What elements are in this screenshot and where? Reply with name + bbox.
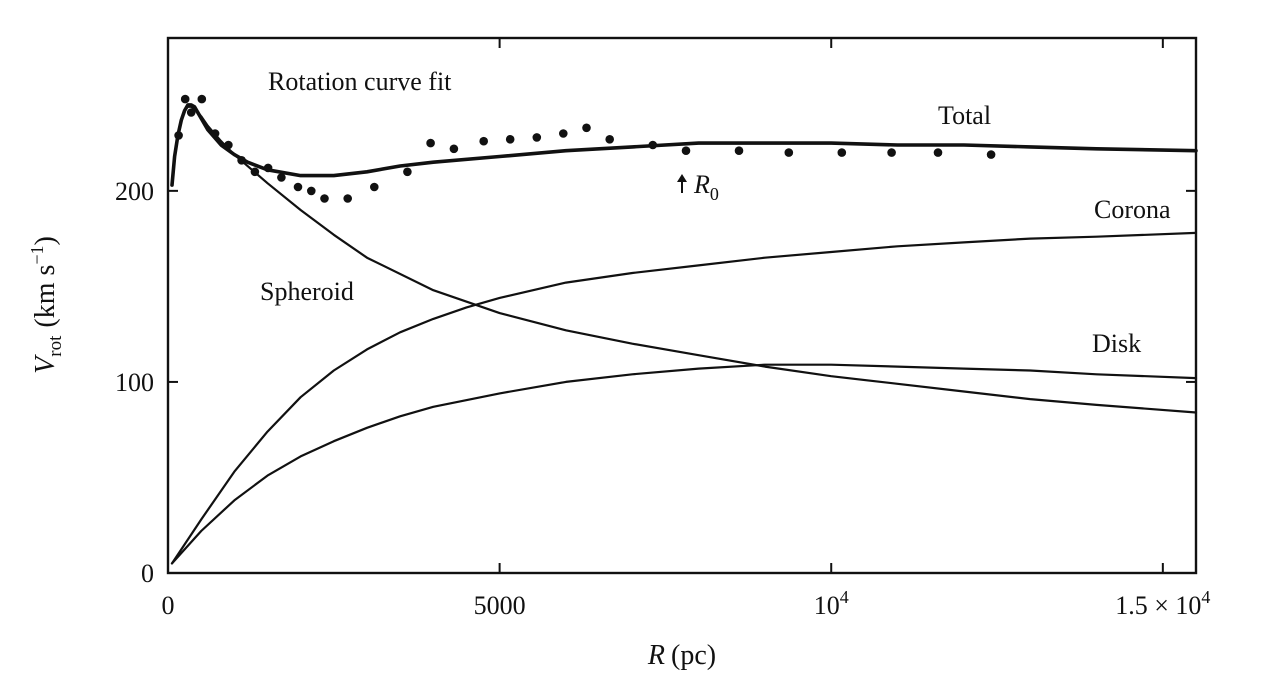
observed-point (237, 156, 246, 165)
x-tick-label: 1.5 × 104 (1115, 587, 1210, 620)
observed-point (293, 182, 303, 192)
y-tick-label: 0 (141, 559, 154, 588)
tick-group: 0 5000 104 1.5 × 104 0 100 200 (115, 38, 1210, 620)
observed-point (250, 167, 260, 177)
x-tick-label: 104 (814, 587, 849, 620)
series-line-total (170, 103, 1198, 187)
y-tick-label: 100 (115, 368, 154, 397)
observed-point (307, 186, 316, 196)
curve-group (170, 103, 1198, 565)
series-label-total: Total (938, 101, 991, 130)
observed-point (210, 129, 220, 138)
observed-point (837, 148, 847, 157)
observed-point (559, 129, 568, 138)
observed-points-group (174, 94, 996, 203)
chart-title: Rotation curve fit (268, 67, 452, 96)
observed-point (648, 140, 658, 150)
observed-point (320, 194, 329, 203)
observed-point (426, 138, 435, 148)
observed-point (263, 163, 273, 173)
series-line-spheroid (170, 105, 1198, 414)
x-axis-label: R (pc) (647, 640, 716, 671)
r0-arrow-head (677, 174, 687, 182)
observed-point (180, 94, 190, 104)
observed-point (681, 146, 691, 155)
observed-point (605, 135, 614, 144)
series-label-spheroid: Spheroid (260, 277, 354, 306)
observed-point (224, 140, 233, 150)
observed-point (505, 135, 515, 144)
observed-point (449, 144, 459, 154)
series-line-corona (170, 231, 1198, 565)
observed-point (582, 123, 591, 133)
observed-point (784, 148, 794, 157)
observed-point (933, 148, 943, 157)
y-axis-label: Vrot(km s−1) (27, 236, 66, 374)
y-tick-label: 200 (115, 177, 154, 206)
observed-point (277, 173, 286, 182)
plot-frame (166, 36, 1198, 575)
observed-point (370, 182, 379, 192)
observed-point (734, 146, 744, 155)
observed-point (986, 150, 996, 159)
observed-point (479, 136, 489, 146)
observed-point (174, 131, 183, 140)
observed-point (197, 94, 207, 104)
r0-label: R0 (693, 170, 719, 204)
observed-point (343, 194, 353, 203)
r0-marker: R0 (677, 170, 719, 204)
x-tick-label: 5000 (474, 591, 526, 620)
series-line-disk (170, 363, 1198, 565)
observed-point (403, 167, 412, 177)
observed-point (186, 108, 196, 117)
observed-point (532, 133, 542, 142)
observed-point (887, 148, 896, 157)
series-label-disk: Disk (1092, 329, 1141, 358)
series-label-corona: Corona (1094, 195, 1171, 224)
x-tick-label: 0 (162, 591, 175, 620)
